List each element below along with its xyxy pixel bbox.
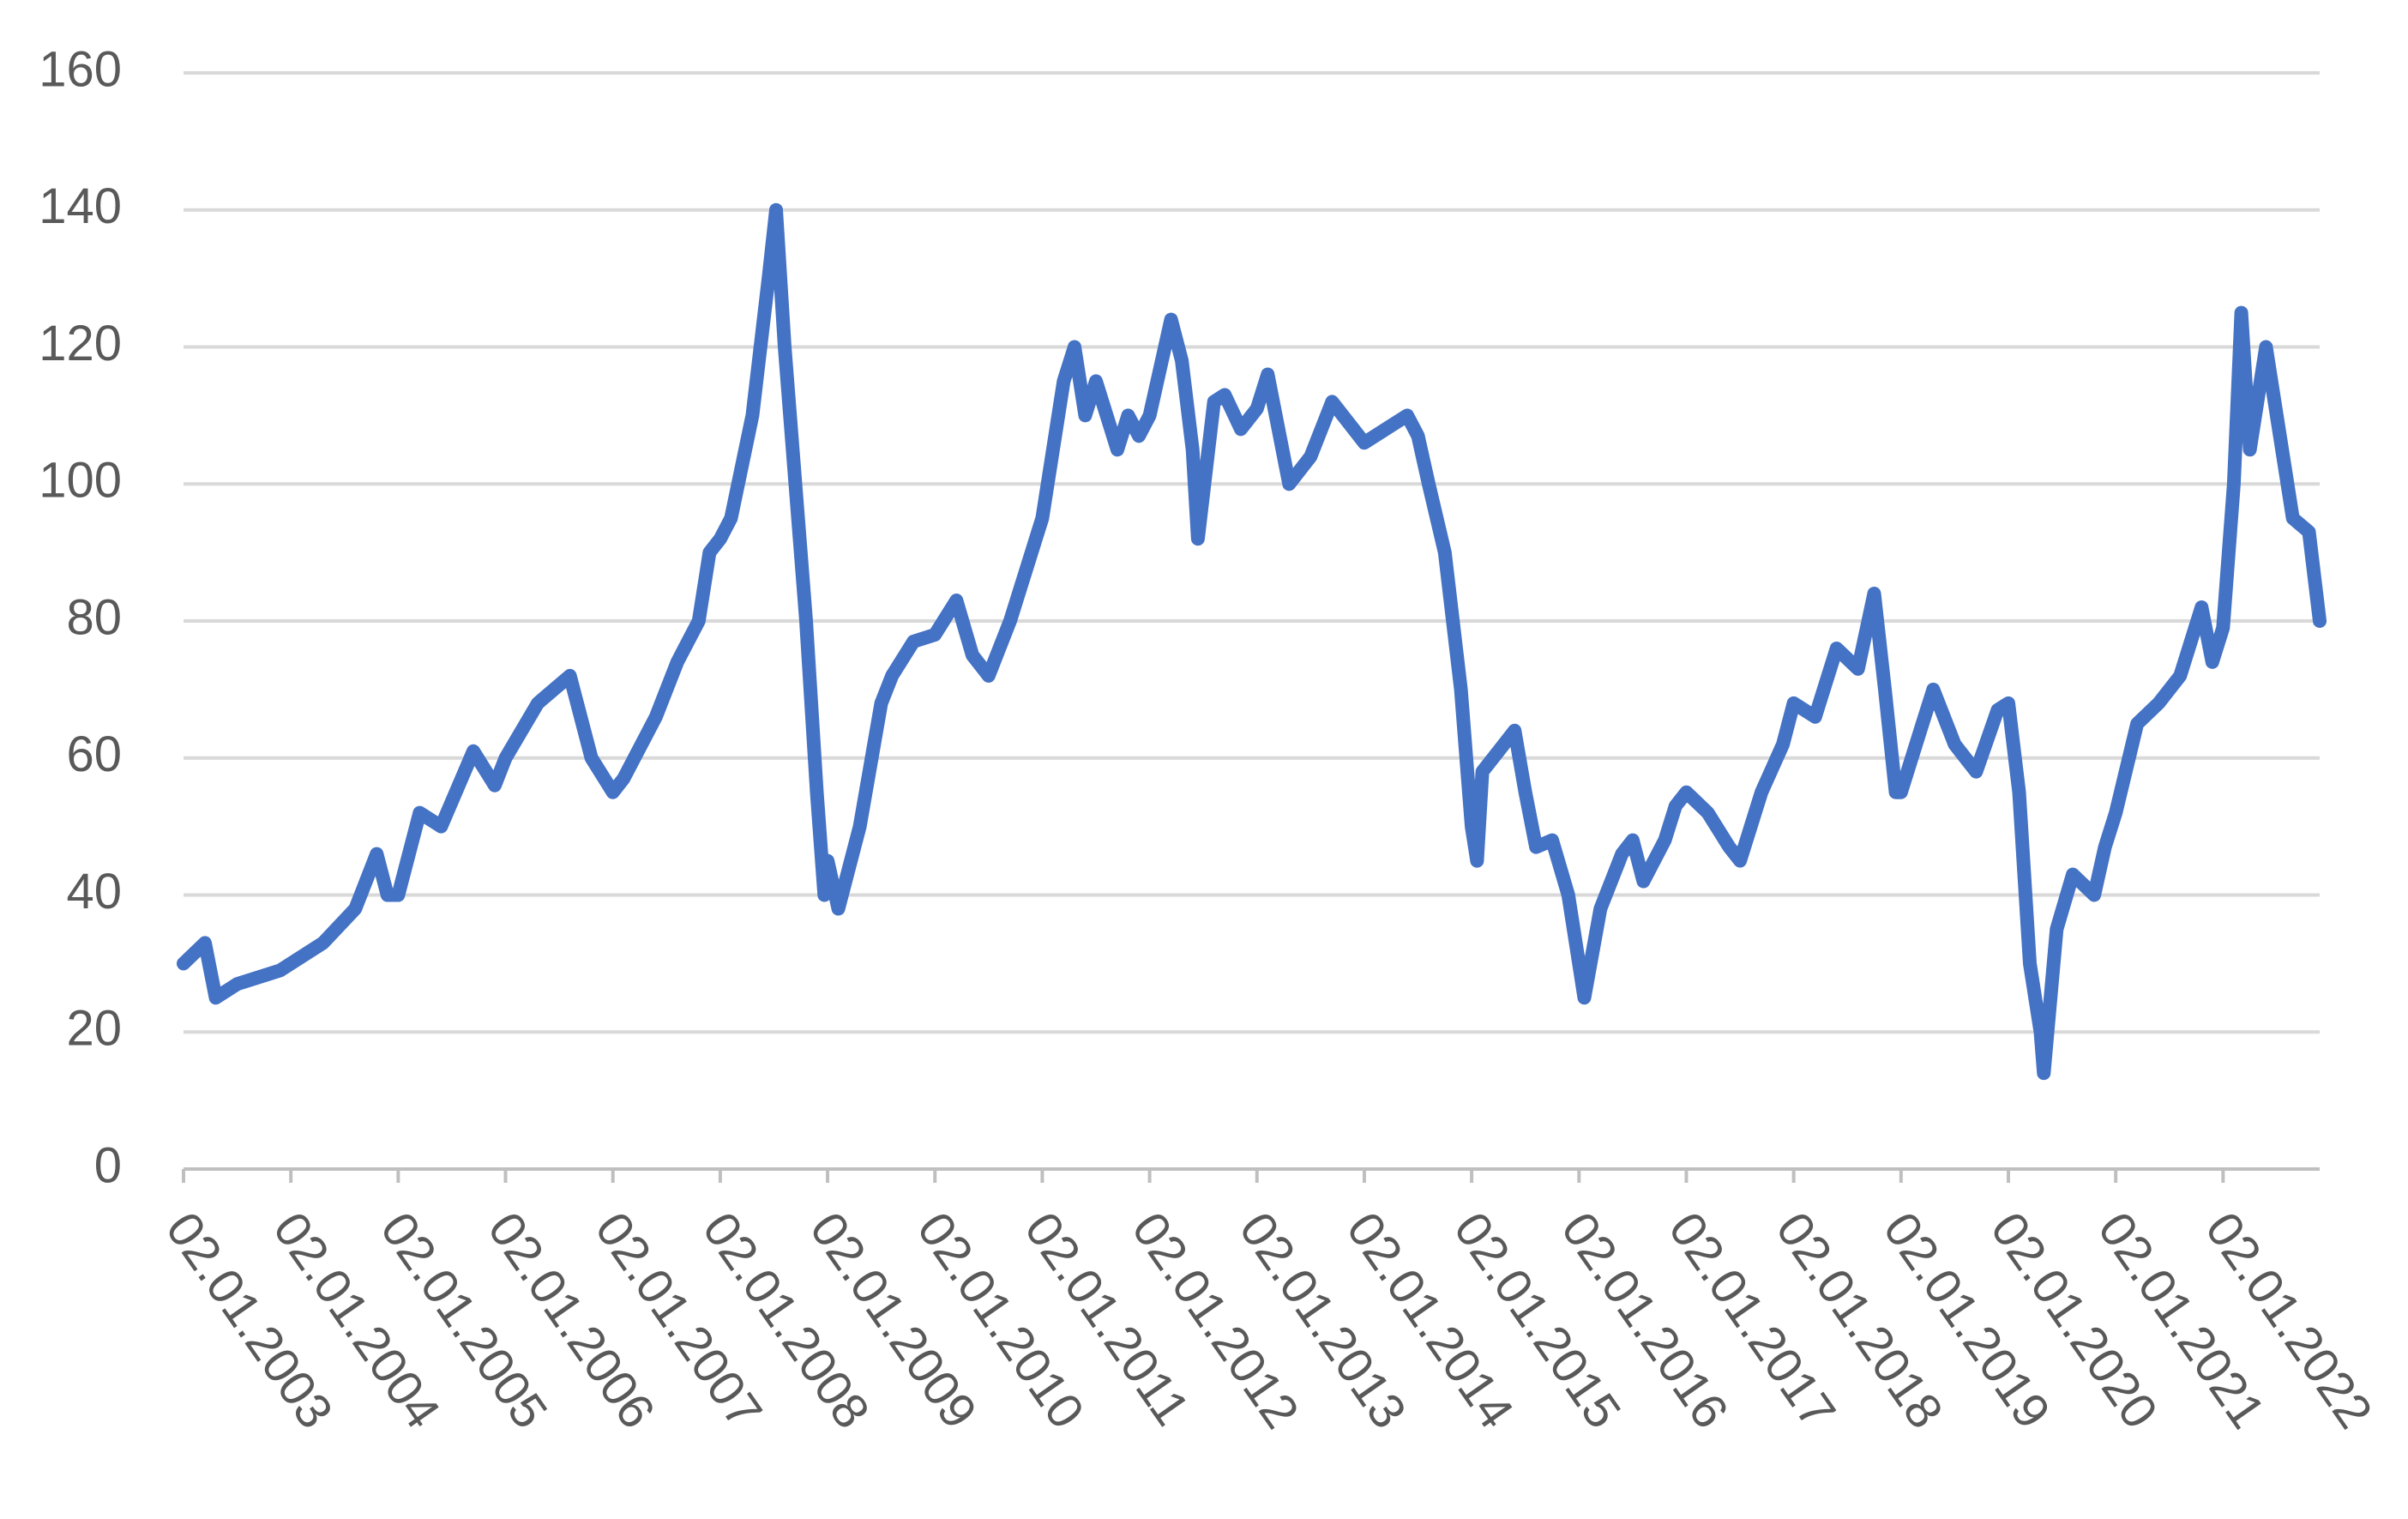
y-tick-label: 20	[66, 1001, 122, 1057]
y-tick-label: 60	[66, 726, 122, 782]
y-tick-label: 120	[39, 316, 122, 371]
y-tick-label: 0	[94, 1137, 122, 1193]
y-tick-label: 160	[39, 41, 122, 97]
data-line	[177, 202, 2327, 1081]
y-tick-label: 100	[39, 453, 122, 509]
y-tick-label: 40	[66, 864, 122, 919]
y-tick-label: 140	[39, 178, 122, 234]
y-tick-label: 80	[66, 589, 122, 645]
